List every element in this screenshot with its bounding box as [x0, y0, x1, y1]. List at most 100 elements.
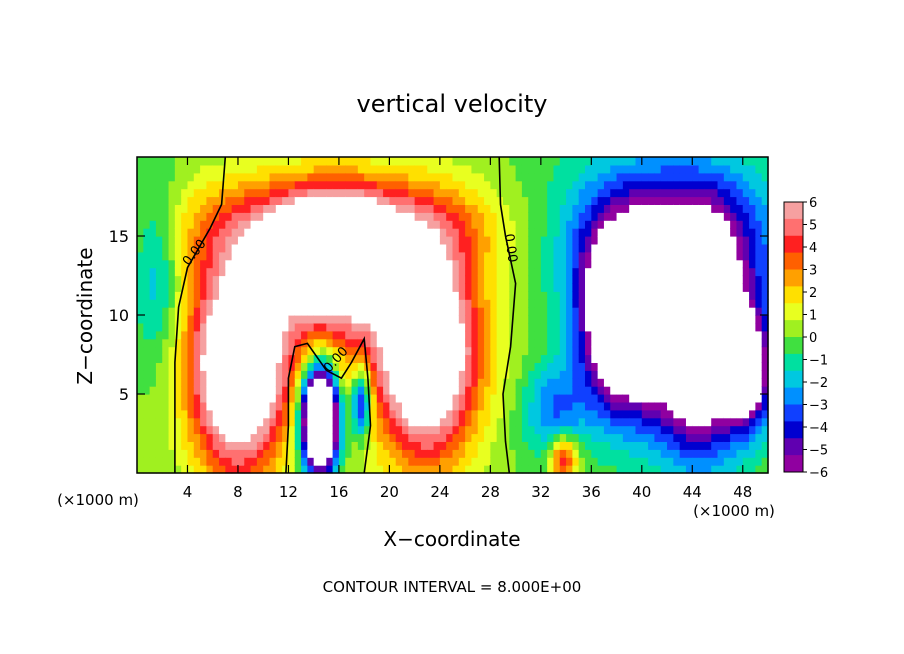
heat-cell: [515, 338, 523, 348]
heat-cell: [294, 283, 302, 292]
heat-cell: [496, 354, 504, 363]
heat-cell: [673, 394, 681, 403]
colorbar-label: −4: [809, 421, 828, 436]
heat-cell: [641, 409, 649, 419]
heat-cell: [263, 212, 271, 221]
heat-cell: [332, 299, 340, 308]
heat-cell: [509, 196, 517, 205]
heat-cell: [137, 441, 144, 450]
heat-cell: [692, 441, 700, 450]
heat-cell: [427, 322, 435, 332]
heat-cell: [332, 204, 340, 213]
heat-cell: [553, 425, 561, 435]
heat-cell: [692, 378, 700, 387]
heat-cell: [269, 465, 277, 474]
heat-cell: [282, 204, 290, 213]
heat-cell: [414, 441, 422, 450]
heat-cell: [326, 212, 334, 221]
heat-cell: [395, 354, 403, 363]
heat-cell: [622, 299, 630, 308]
heat-cell: [723, 449, 731, 458]
heat-cell: [622, 228, 630, 237]
heat-cell: [591, 346, 599, 356]
heat-cell: [723, 283, 731, 292]
heat-cell: [755, 291, 763, 300]
heat-cell: [572, 307, 580, 316]
heat-cell: [351, 370, 359, 379]
heat-cell: [345, 299, 353, 308]
heat-cell: [446, 449, 454, 458]
heat-cell: [704, 465, 712, 474]
heat-cell: [427, 307, 435, 316]
heat-cell: [572, 251, 580, 261]
heat-cell: [559, 164, 567, 174]
colorbar-swatch: [784, 455, 803, 473]
heat-cell: [319, 220, 327, 229]
heat-cell: [351, 157, 359, 166]
heat-cell: [155, 291, 163, 300]
heat-cell: [383, 346, 390, 356]
heat-cell: [641, 457, 649, 466]
heat-cell: [200, 157, 208, 166]
heat-cell: [357, 220, 365, 229]
heat-cell: [338, 236, 346, 245]
heat-cell: [490, 394, 498, 403]
heat-cell: [521, 259, 529, 269]
heat-cell: [181, 188, 189, 198]
heat-cell: [137, 354, 144, 363]
heat-cell: [433, 449, 441, 458]
heat-cell: [338, 228, 346, 237]
heat-cell: [433, 401, 441, 411]
heat-cell: [187, 307, 195, 316]
heat-cell: [742, 196, 750, 205]
heat-cell: [730, 259, 738, 269]
heat-cell: [692, 283, 700, 292]
heat-cell: [294, 354, 302, 363]
heat-cell: [402, 291, 409, 300]
heat-cell: [736, 433, 744, 442]
heat-cell: [433, 283, 441, 292]
heat-cell: [679, 441, 687, 450]
colorbar-label: 0: [809, 331, 817, 346]
heat-cell: [603, 172, 611, 182]
heat-cell: [395, 465, 403, 474]
heat-cell: [704, 243, 712, 253]
heat-cell: [275, 180, 283, 190]
heat-cell: [427, 362, 435, 371]
heat-cell: [559, 291, 567, 300]
heat-cell: [433, 330, 441, 340]
heat-cell: [439, 291, 447, 300]
heat-cell: [761, 164, 769, 174]
heat-cell: [408, 409, 416, 419]
heat-cell: [237, 378, 245, 387]
heat-cell: [427, 394, 435, 403]
heat-cell: [345, 228, 353, 237]
heat-cell: [225, 291, 233, 300]
heat-cell: [376, 378, 384, 387]
heat-cell: [458, 465, 466, 474]
heat-cell: [566, 315, 573, 324]
colorbar-label: −5: [809, 444, 828, 459]
heat-cell: [338, 354, 346, 363]
heat-cell: [345, 212, 353, 221]
heat-cell: [471, 362, 479, 371]
heat-cell: [736, 449, 744, 458]
heat-cell: [465, 251, 473, 261]
heat-cell: [307, 465, 315, 474]
heat-cell: [742, 425, 750, 435]
heat-cell: [357, 417, 365, 427]
heat-cell: [137, 417, 144, 427]
heat-cell: [301, 188, 308, 198]
heat-cell: [547, 315, 555, 324]
heat-cell: [490, 267, 498, 277]
heat-cell: [452, 220, 460, 229]
heat-cell: [376, 354, 384, 363]
heat-cell: [698, 378, 706, 387]
heat-cell: [566, 449, 573, 458]
heat-cell: [717, 338, 725, 348]
heat-cell: [288, 394, 296, 403]
heat-cell: [477, 315, 485, 324]
heat-cell: [206, 259, 214, 269]
heat-cell: [629, 196, 637, 205]
heat-cell: [187, 157, 195, 166]
